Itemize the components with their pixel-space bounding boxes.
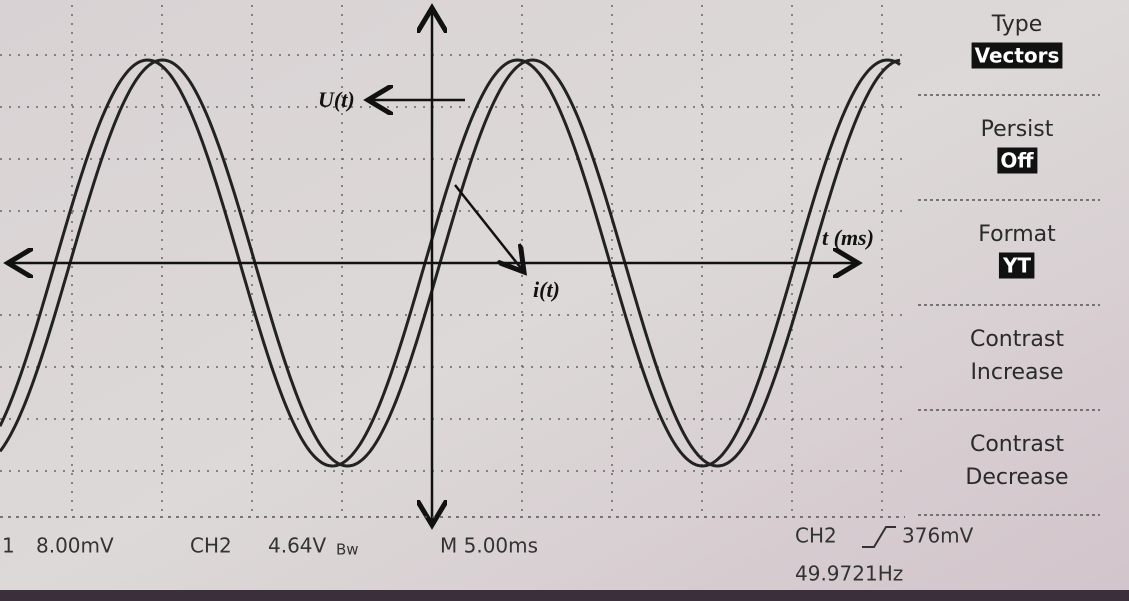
side-menu: Type Vectors Persist Off Format YT Contrast Inc… [918,12,1100,516]
voltage-trace [0,58,901,468]
trigger-level: 376mV [902,524,974,548]
ch2-scale: 4.64V [268,534,327,558]
menu-title: Contrast [970,327,1064,352]
menu-title: Type [991,12,1043,37]
menu-title: Contrast [970,432,1064,457]
ch2-label: CH2 [190,534,232,558]
menu-subtitle: Increase [970,360,1063,385]
bezel [0,590,1129,601]
ch1-scale: 8.00mV [36,534,114,558]
menu-value: Off [1000,149,1034,173]
current-label: i(t) [533,277,560,302]
menu-subtitle: Decrease [965,465,1068,490]
menu-title: Persist [981,117,1054,142]
voltage-label: U(t) [318,87,355,112]
time-axis-label: t (ms) [822,225,874,250]
trigger-source: CH2 [795,524,837,548]
menu-value-box [971,42,1063,69]
menu-title: Format [978,222,1056,247]
graticule [0,5,905,515]
menu-value-box [997,147,1038,174]
menu-value: YT [1002,254,1031,278]
menu-value-box [998,252,1035,279]
ch1-label: 1 [2,534,15,558]
bandwidth-limit: Bw [336,541,359,559]
menu-value: Vectors [975,44,1060,68]
status-bar: 1 8.00mV CH2 4.64V Bw M 5.00ms CH2 376mV… [2,524,974,586]
current-trace [0,58,901,468]
current-pointer [454,184,524,272]
frequency: 49.9721Hz [795,562,903,586]
trigger-slope [862,526,896,548]
timebase: M 5.00ms [440,534,538,558]
waveforms [0,58,901,468]
